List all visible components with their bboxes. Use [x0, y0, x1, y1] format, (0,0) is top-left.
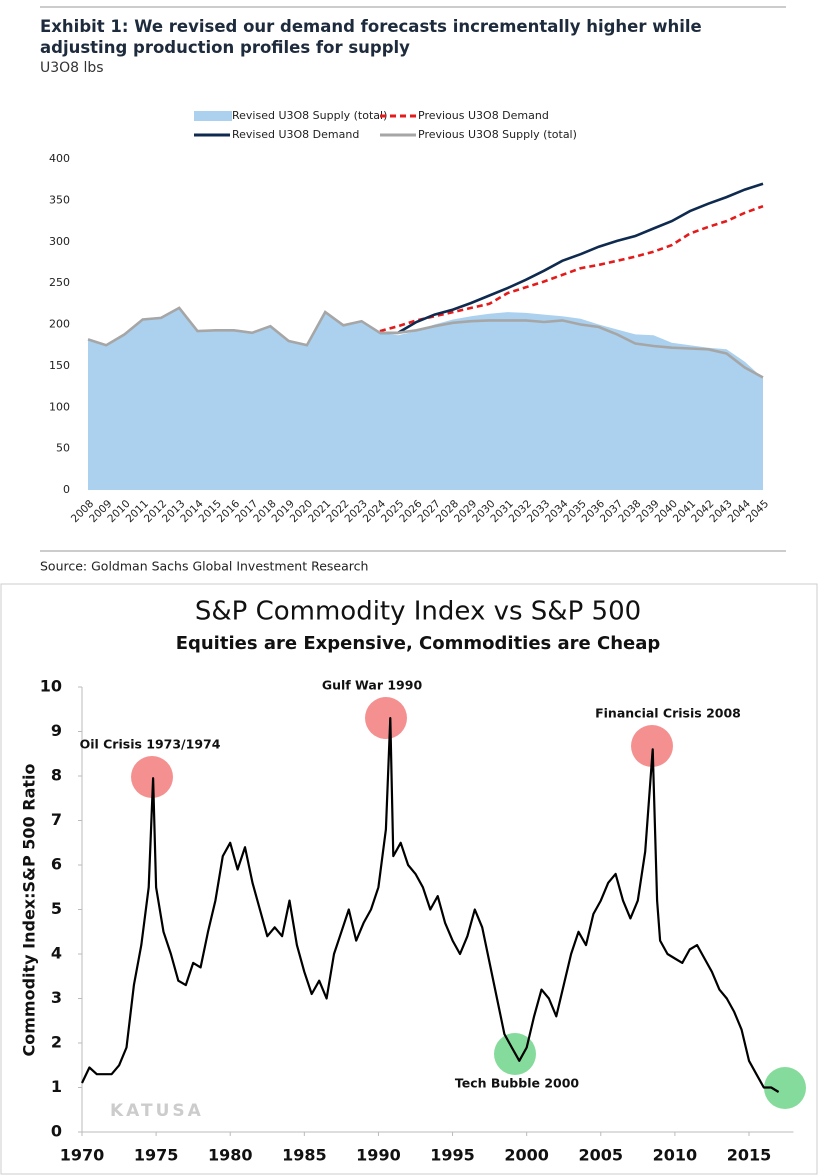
line	[81, 717, 780, 1093]
y-tick-label: 9	[51, 721, 62, 740]
y-tick-label: 400	[49, 152, 70, 165]
highlight	[365, 697, 407, 739]
watermark: KATUSA	[110, 1101, 204, 1121]
source: Source: Goldman Sachs Global Investment …	[40, 559, 368, 574]
legend-label: Previous U3O8 Demand	[418, 109, 549, 122]
line	[379, 182, 764, 335]
legend-swatch	[194, 111, 232, 121]
annotation: Gulf War 1990	[322, 678, 423, 693]
x-tick-label: 1975	[134, 1146, 179, 1165]
chart-subtitle: U3O8 lbs	[40, 60, 104, 76]
line	[87, 306, 764, 379]
y-tick-label: 150	[49, 359, 70, 372]
area	[88, 307, 763, 490]
line	[379, 204, 764, 333]
y-tick-label: 10	[40, 677, 62, 696]
y-tick-label: 4	[51, 944, 62, 963]
chart-title: S&P Commodity Index vs S&P 500	[195, 597, 641, 627]
legend-label: Revised U3O8 Demand	[232, 128, 359, 141]
y-tick-label: 0	[51, 1122, 62, 1141]
y-tick-label: 300	[49, 235, 70, 248]
x-tick-label: 1980	[208, 1146, 253, 1165]
x-tick-label: 2015	[727, 1146, 772, 1165]
x-tick-label: 2010	[653, 1146, 698, 1165]
y-tick-label: 200	[49, 318, 70, 331]
y-tick-label: 100	[49, 400, 70, 413]
highlight	[631, 725, 673, 767]
y-tick-label: 5	[51, 899, 62, 918]
y-tick-label: 50	[56, 442, 70, 455]
chart-subtitle: Equities are Expensive, Commodities are …	[176, 633, 661, 654]
annotation: Tech Bubble 2000	[455, 1076, 580, 1091]
chart-title: Exhibit 1: We revised our demand forecas…	[40, 17, 702, 57]
y-tick-label: 0	[63, 483, 70, 496]
x-tick-label: 1995	[430, 1146, 475, 1165]
y-tick-label: 1	[51, 1077, 62, 1096]
chart-frame	[0, 583, 818, 1175]
y-tick-label: 2	[51, 1033, 62, 1052]
y-tick-label: 3	[51, 988, 62, 1007]
highlight	[764, 1067, 806, 1109]
x-tick-label: 1985	[282, 1146, 327, 1165]
y-tick-label: 250	[49, 276, 70, 289]
y-axis-title: Commodity Index:S&P 500 Ratio	[20, 763, 39, 1056]
y-tick-label: 8	[51, 766, 62, 785]
y-tick-label: 6	[51, 855, 62, 874]
x-tick-label: 1970	[60, 1146, 105, 1165]
x-tick-label: 1990	[356, 1146, 401, 1165]
x-tick-label: 2000	[504, 1146, 549, 1165]
x-tick-label: 2005	[579, 1146, 624, 1165]
y-tick-label: 350	[49, 193, 70, 206]
legend-label: Previous U3O8 Supply (total)	[418, 128, 577, 141]
annotation: Financial Crisis 2008	[595, 706, 741, 721]
legend-label: Revised U3O8 Supply (total)	[232, 109, 387, 122]
y-tick-label: 7	[51, 810, 62, 829]
annotation: Oil Crisis 1973/1974	[80, 737, 221, 752]
highlight	[131, 756, 173, 798]
